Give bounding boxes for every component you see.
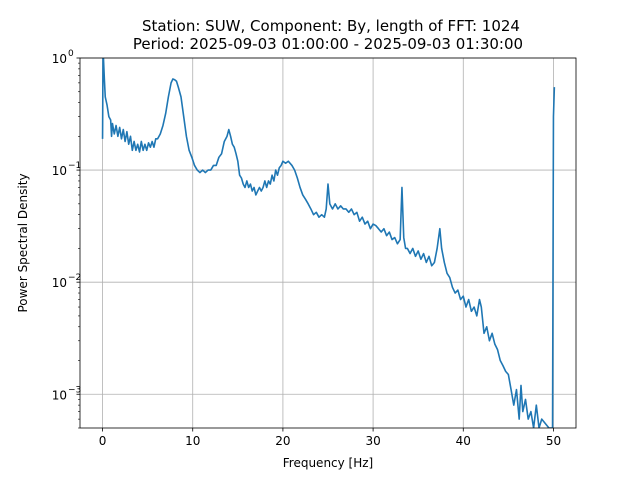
y-tick-exponent: −3 <box>68 385 81 395</box>
chart-subtitle: Period: 2025-09-03 01:00:00 - 2025-09-03… <box>133 35 523 53</box>
x-tick-label: 10 <box>185 434 200 448</box>
y-axis-label: Power Spectral Density <box>16 173 30 312</box>
x-axis-label: Frequency [Hz] <box>283 456 374 470</box>
chart-title: Station: SUW, Component: By, length of F… <box>142 17 520 35</box>
x-tick-label: 30 <box>365 434 380 448</box>
x-tick-label: 40 <box>456 434 471 448</box>
y-tick-exponent: 0 <box>68 49 74 59</box>
y-tick-label: 10 <box>52 276 67 290</box>
y-tick-exponent: −1 <box>68 161 81 171</box>
psd-line <box>101 58 556 428</box>
x-tick-label: 20 <box>275 434 290 448</box>
grid-lines <box>80 57 576 428</box>
y-tick-exponent: −2 <box>68 273 81 283</box>
y-tick-label: 10 <box>52 52 67 66</box>
plot-frame <box>79 57 577 429</box>
y-tick-label: 10 <box>52 164 67 178</box>
x-tick-label: 50 <box>546 434 561 448</box>
x-tick-label: 0 <box>99 434 107 448</box>
x-axis-ticks: 0 10 20 30 40 50 <box>99 428 561 448</box>
y-tick-label: 10 <box>52 388 67 402</box>
